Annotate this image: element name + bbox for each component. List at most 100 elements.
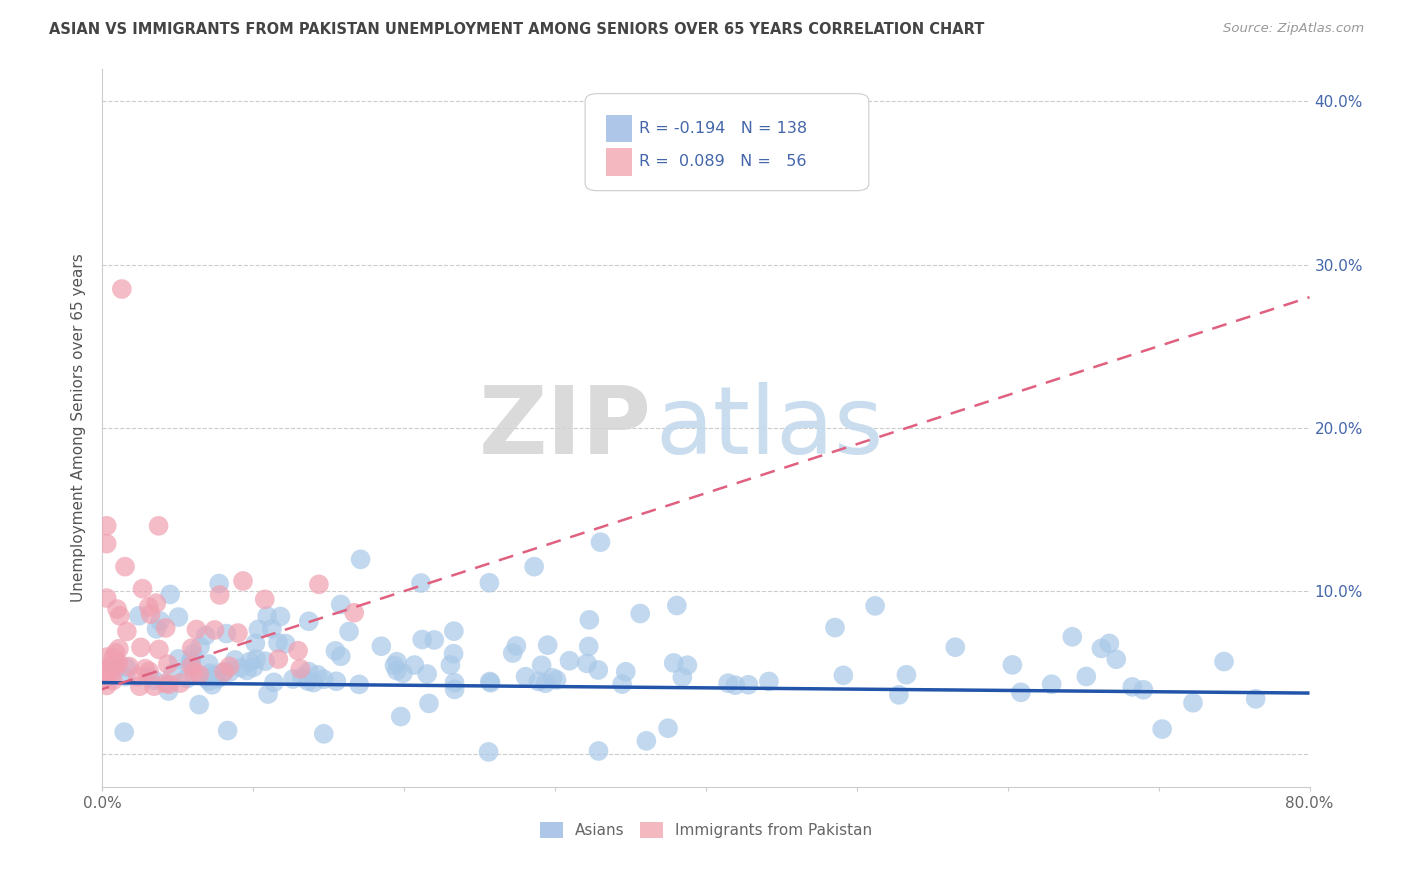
Point — [205, 672, 228, 686]
Point — [1001, 657, 1024, 672]
Point — [129, 640, 152, 655]
Point — [131, 582, 153, 596]
Point — [204, 623, 226, 637]
Point — [254, 654, 277, 668]
Point — [558, 654, 581, 668]
Point — [138, 669, 160, 683]
Point — [1121, 680, 1143, 694]
Point — [159, 587, 181, 601]
Point — [162, 666, 184, 681]
Point — [256, 609, 278, 624]
Point — [96, 536, 118, 550]
Point — [176, 672, 198, 686]
Point — [665, 599, 688, 613]
Point — [312, 672, 335, 686]
Point — [418, 697, 440, 711]
Point — [389, 709, 412, 723]
Point — [101, 673, 124, 688]
Point — [416, 667, 439, 681]
Point — [370, 639, 392, 653]
Text: R = -0.194   N = 138: R = -0.194 N = 138 — [640, 120, 807, 136]
Point — [628, 607, 651, 621]
Point — [534, 676, 557, 690]
Point — [149, 614, 172, 628]
Point — [1062, 630, 1084, 644]
Point — [188, 667, 211, 681]
Text: R =  0.089   N =   56: R = 0.089 N = 56 — [640, 154, 807, 169]
Point — [676, 658, 699, 673]
Point — [180, 655, 202, 669]
Point — [194, 671, 217, 685]
Point — [384, 658, 406, 673]
Point — [96, 671, 118, 685]
Point — [188, 640, 211, 654]
Point — [96, 518, 118, 533]
Point — [297, 674, 319, 689]
Point — [197, 657, 219, 671]
Point — [231, 661, 253, 675]
Point — [105, 602, 128, 616]
Point — [167, 652, 190, 666]
Point — [215, 626, 238, 640]
Point — [479, 675, 502, 690]
Point — [198, 674, 221, 689]
Point — [114, 559, 136, 574]
Point — [281, 672, 304, 686]
Text: Source: ZipAtlas.com: Source: ZipAtlas.com — [1223, 22, 1364, 36]
Point — [148, 642, 170, 657]
Point — [943, 640, 966, 655]
Point — [824, 621, 846, 635]
Point — [546, 673, 568, 687]
Point — [325, 644, 347, 658]
Point — [96, 666, 118, 681]
Point — [108, 641, 131, 656]
Point — [186, 623, 208, 637]
Point — [325, 674, 347, 689]
Bar — [606, 114, 633, 142]
Point — [505, 639, 527, 653]
Point — [269, 609, 291, 624]
Point — [208, 588, 231, 602]
Point — [343, 606, 366, 620]
Point — [1152, 722, 1174, 736]
Point — [260, 622, 283, 636]
Point — [290, 662, 312, 676]
Point — [183, 665, 205, 679]
Point — [128, 608, 150, 623]
Point — [145, 622, 167, 636]
Point — [537, 638, 560, 652]
Point — [201, 678, 224, 692]
Point — [179, 660, 201, 674]
Point — [167, 610, 190, 624]
Point — [218, 665, 240, 679]
Point — [527, 674, 550, 689]
Point — [589, 535, 612, 549]
Point — [138, 599, 160, 614]
Point — [224, 653, 246, 667]
Point — [148, 518, 170, 533]
Point — [298, 665, 321, 679]
Point — [443, 675, 465, 690]
Point — [257, 687, 280, 701]
Point — [349, 552, 371, 566]
Point — [214, 665, 236, 679]
Point — [287, 643, 309, 657]
Point — [245, 636, 267, 650]
Point — [477, 745, 499, 759]
Point — [127, 670, 149, 684]
Point — [103, 650, 125, 665]
Point — [575, 657, 598, 671]
Point — [128, 679, 150, 693]
Text: atlas: atlas — [655, 382, 883, 474]
Point — [247, 622, 270, 636]
Point — [329, 649, 352, 664]
Point — [157, 684, 180, 698]
Point — [863, 599, 886, 613]
Point — [115, 660, 138, 674]
Point — [155, 676, 177, 690]
Point — [502, 646, 524, 660]
Point — [588, 663, 610, 677]
Point — [1105, 652, 1128, 666]
Point — [1244, 691, 1267, 706]
Point — [118, 659, 141, 673]
